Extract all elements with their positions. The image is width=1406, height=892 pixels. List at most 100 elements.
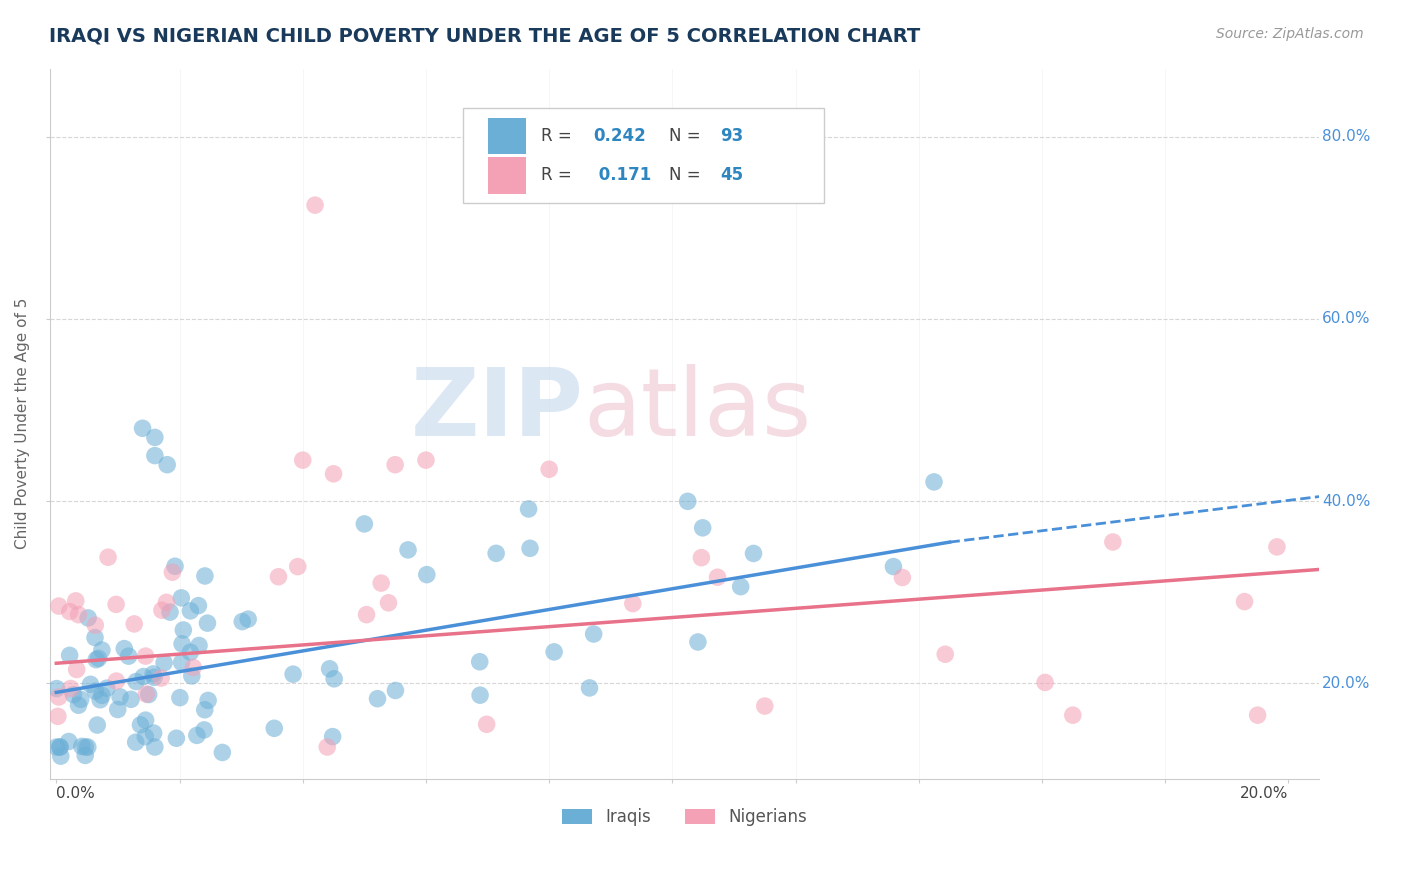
Point bbox=[197, 693, 219, 707]
Text: 93: 93 bbox=[720, 127, 744, 145]
Point bbox=[159, 605, 181, 619]
Point bbox=[323, 672, 346, 686]
Point bbox=[754, 699, 776, 714]
Point bbox=[468, 655, 491, 669]
Point bbox=[97, 550, 120, 565]
Point bbox=[59, 681, 82, 696]
Point bbox=[1246, 708, 1268, 723]
Point bbox=[75, 748, 97, 763]
Point bbox=[396, 542, 419, 557]
Point bbox=[366, 691, 388, 706]
Point bbox=[142, 667, 165, 681]
Point bbox=[538, 462, 561, 476]
Point bbox=[162, 566, 184, 580]
Point bbox=[485, 546, 508, 560]
Text: 20.0%: 20.0% bbox=[1240, 786, 1288, 801]
Point bbox=[188, 639, 211, 653]
Point bbox=[143, 670, 166, 684]
Point bbox=[67, 607, 90, 622]
Y-axis label: Child Poverty Under the Age of 5: Child Poverty Under the Age of 5 bbox=[15, 298, 30, 549]
Point bbox=[138, 688, 160, 702]
Point bbox=[578, 681, 600, 695]
Point bbox=[179, 604, 201, 618]
FancyBboxPatch shape bbox=[488, 118, 526, 154]
Point bbox=[193, 723, 215, 737]
Point bbox=[135, 649, 157, 664]
Point bbox=[129, 718, 152, 732]
Point bbox=[105, 674, 128, 689]
Point bbox=[70, 739, 93, 754]
Point bbox=[621, 597, 644, 611]
Point bbox=[211, 746, 233, 760]
Point bbox=[181, 660, 204, 674]
Point bbox=[108, 690, 131, 704]
Point bbox=[143, 430, 166, 444]
Point bbox=[143, 449, 166, 463]
Point bbox=[84, 653, 107, 667]
Point bbox=[62, 688, 84, 702]
Legend: Iraqis, Nigerians: Iraqis, Nigerians bbox=[554, 800, 815, 835]
Point bbox=[922, 475, 945, 489]
Point bbox=[65, 594, 87, 608]
Point bbox=[112, 641, 135, 656]
Point bbox=[543, 645, 565, 659]
Point bbox=[75, 739, 97, 754]
Point bbox=[131, 421, 153, 435]
Text: 0.171: 0.171 bbox=[593, 166, 651, 184]
Point bbox=[377, 596, 399, 610]
Point bbox=[194, 569, 217, 583]
Point bbox=[150, 671, 173, 685]
Point bbox=[238, 612, 260, 626]
Point bbox=[197, 616, 219, 631]
Point bbox=[475, 717, 498, 731]
Point bbox=[49, 739, 72, 754]
Text: 0.0%: 0.0% bbox=[56, 786, 96, 801]
Point bbox=[1233, 594, 1256, 608]
Point bbox=[59, 648, 82, 663]
Point bbox=[135, 713, 157, 727]
Point bbox=[76, 739, 98, 754]
Point bbox=[356, 607, 378, 622]
Point bbox=[291, 453, 314, 467]
Point bbox=[1033, 675, 1056, 690]
Text: atlas: atlas bbox=[583, 364, 811, 456]
Point bbox=[1265, 540, 1288, 554]
Point bbox=[706, 570, 728, 584]
FancyBboxPatch shape bbox=[488, 157, 526, 194]
Point bbox=[281, 667, 304, 681]
Point bbox=[882, 559, 904, 574]
Point bbox=[89, 692, 111, 706]
Point bbox=[384, 458, 406, 472]
Point bbox=[142, 726, 165, 740]
Point bbox=[194, 703, 217, 717]
Point bbox=[163, 559, 186, 574]
Point bbox=[318, 662, 340, 676]
Point bbox=[84, 618, 107, 632]
Point bbox=[69, 692, 91, 706]
Point bbox=[416, 567, 439, 582]
Point bbox=[84, 631, 107, 645]
Point bbox=[49, 739, 72, 754]
Point bbox=[48, 690, 70, 704]
Point bbox=[187, 599, 209, 613]
Point bbox=[582, 627, 605, 641]
Point bbox=[135, 687, 157, 701]
Point bbox=[1102, 535, 1125, 549]
Text: R =: R = bbox=[541, 166, 578, 184]
Point bbox=[67, 698, 90, 713]
Point bbox=[316, 739, 339, 754]
Point bbox=[46, 709, 69, 723]
Point bbox=[77, 611, 100, 625]
Point bbox=[153, 656, 176, 670]
Point bbox=[519, 541, 541, 556]
Point bbox=[105, 598, 128, 612]
Point bbox=[730, 580, 752, 594]
Text: N =: N = bbox=[669, 166, 706, 184]
Point bbox=[686, 635, 709, 649]
Text: 40.0%: 40.0% bbox=[1322, 493, 1369, 508]
Point bbox=[676, 494, 699, 508]
Point bbox=[690, 550, 713, 565]
Point bbox=[172, 623, 194, 637]
Point bbox=[87, 651, 110, 665]
Point bbox=[170, 591, 193, 605]
